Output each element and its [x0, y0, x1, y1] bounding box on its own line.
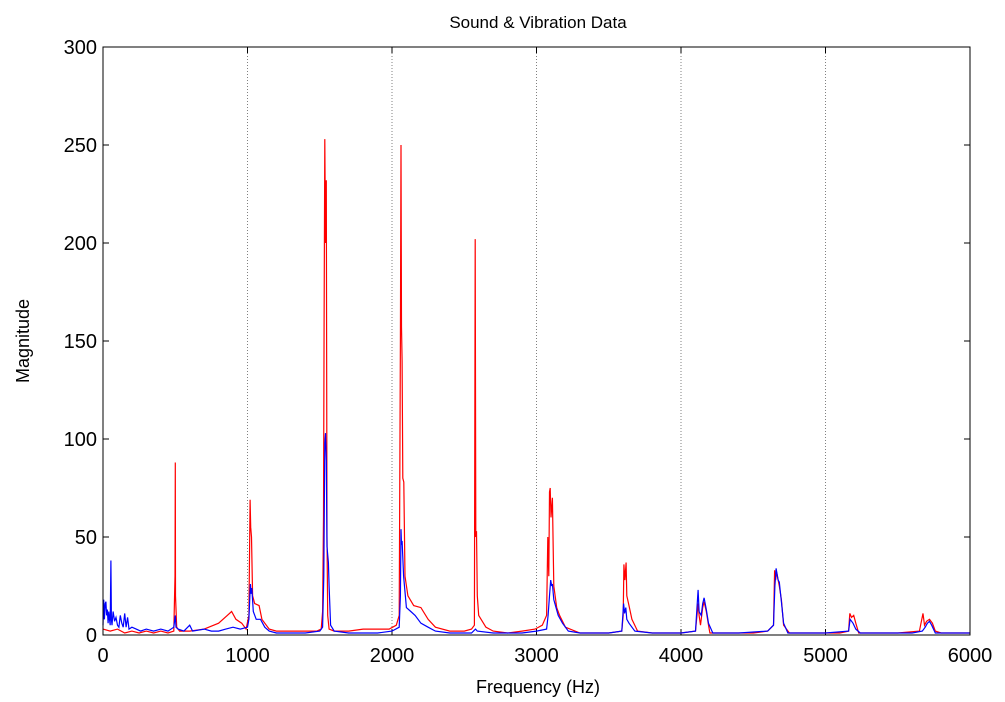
- y-tick-label: 300: [64, 37, 97, 59]
- y-tick-label: 200: [64, 233, 97, 255]
- x-tick-label: 0: [97, 645, 108, 667]
- y-tick-label: 0: [86, 625, 97, 647]
- x-tick-label: 3000: [514, 645, 559, 667]
- series-group: [102, 139, 970, 634]
- y-tick-label: 150: [64, 331, 97, 353]
- x-tick-label: 1000: [225, 645, 270, 667]
- series-line-2: [102, 433, 970, 634]
- y-tick-label: 250: [64, 135, 97, 157]
- y-axis-label: Magnitude: [13, 299, 33, 383]
- x-tick-label: 2000: [370, 645, 415, 667]
- grid-lines: [247, 47, 826, 635]
- chart-title: Sound & Vibration Data: [449, 13, 627, 32]
- x-tick-label: 5000: [803, 645, 848, 667]
- x-axis-label: Frequency (Hz): [476, 677, 600, 697]
- x-tick-label: 6000: [948, 645, 993, 667]
- plot-frame: [102, 46, 971, 636]
- y-tick-label: 50: [75, 527, 97, 549]
- y-tick-label: 100: [64, 429, 97, 451]
- x-tick-label: 4000: [659, 645, 704, 667]
- tick-labels: 0 1000 2000 3000 4000 5000 6000 0 50 100 150 200 250…: [64, 37, 993, 667]
